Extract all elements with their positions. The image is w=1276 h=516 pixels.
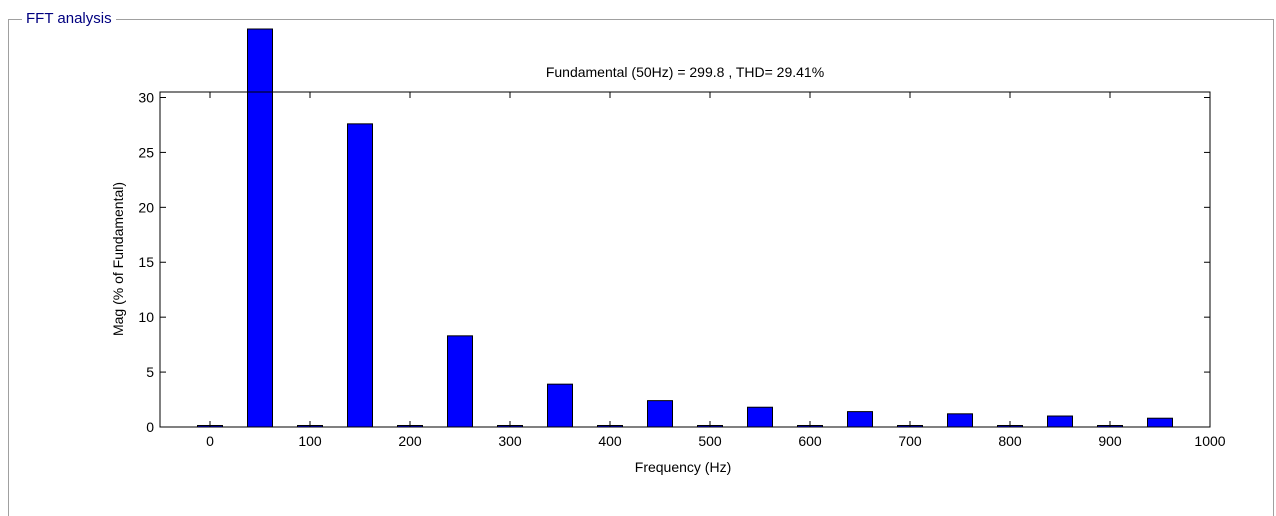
bar-650hz: [847, 411, 873, 428]
x-tick-label: 500: [698, 433, 722, 449]
x-tick-label: 800: [998, 433, 1022, 449]
x-tick-label: 600: [798, 433, 822, 449]
x-tick-label: 200: [398, 433, 422, 449]
x-axis-label: Frequency (Hz): [635, 459, 731, 475]
y-tick-label: 10: [138, 309, 154, 325]
y-tick-label: 15: [138, 254, 154, 270]
x-tick-label: 900: [1098, 433, 1122, 449]
bar-350hz: [547, 383, 573, 428]
bar-450hz: [647, 400, 673, 428]
y-tick-label: 20: [138, 199, 154, 215]
bar-50hz: [247, 28, 273, 428]
bar-250hz: [447, 335, 473, 428]
x-tick-label: 400: [598, 433, 622, 449]
plot-frame: [159, 91, 1211, 428]
plot-area: [160, 92, 1210, 427]
y-tick-label: 25: [138, 144, 154, 160]
panel-title: FFT analysis: [22, 10, 116, 28]
bar-150hz: [347, 123, 373, 428]
x-tick-label: 1000: [1194, 433, 1225, 449]
fft-analysis-panel: [8, 19, 1274, 516]
x-tick-label: 300: [498, 433, 522, 449]
x-tick-label: 700: [898, 433, 922, 449]
y-tick-label: 30: [138, 89, 154, 105]
bar-950hz: [1147, 417, 1173, 428]
chart-title: Fundamental (50Hz) = 299.8 , THD= 29.41%: [546, 64, 824, 80]
y-tick-label: 5: [146, 364, 154, 380]
bar-750hz: [947, 413, 973, 428]
bar-550hz: [747, 406, 773, 428]
bar-850hz: [1047, 415, 1073, 428]
y-axis-label: Mag (% of Fundamental): [110, 182, 126, 336]
x-tick-label: 0: [206, 433, 214, 449]
y-tick-label: 0: [146, 419, 154, 435]
x-tick-label: 100: [298, 433, 322, 449]
